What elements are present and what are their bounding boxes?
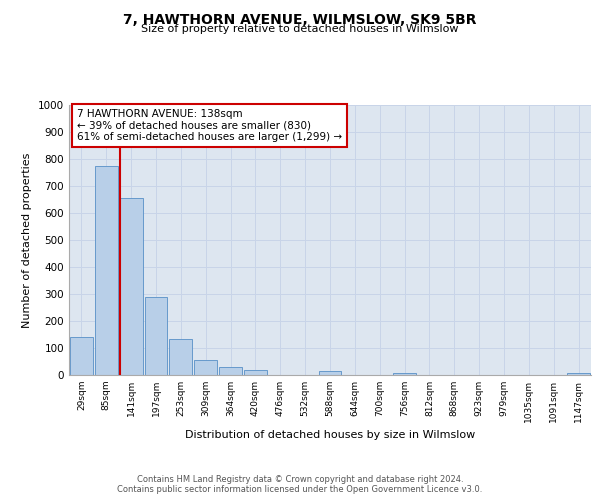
Bar bbox=[95, 166, 118, 375]
Bar bbox=[567, 373, 590, 375]
Y-axis label: Number of detached properties: Number of detached properties bbox=[22, 152, 32, 328]
Bar bbox=[194, 360, 217, 375]
X-axis label: Distribution of detached houses by size in Wilmslow: Distribution of detached houses by size … bbox=[185, 430, 475, 440]
Bar bbox=[244, 370, 267, 375]
Text: 7, HAWTHORN AVENUE, WILMSLOW, SK9 5BR: 7, HAWTHORN AVENUE, WILMSLOW, SK9 5BR bbox=[123, 12, 477, 26]
Bar bbox=[219, 367, 242, 375]
Bar bbox=[145, 296, 167, 375]
Text: Size of property relative to detached houses in Wilmslow: Size of property relative to detached ho… bbox=[141, 24, 459, 34]
Bar bbox=[319, 371, 341, 375]
Text: Contains HM Land Registry data © Crown copyright and database right 2024.
Contai: Contains HM Land Registry data © Crown c… bbox=[118, 474, 482, 494]
Bar bbox=[120, 198, 143, 375]
Bar bbox=[70, 337, 93, 375]
Text: 7 HAWTHORN AVENUE: 138sqm
← 39% of detached houses are smaller (830)
61% of semi: 7 HAWTHORN AVENUE: 138sqm ← 39% of detac… bbox=[77, 109, 342, 142]
Bar bbox=[393, 373, 416, 375]
Bar bbox=[169, 338, 192, 375]
